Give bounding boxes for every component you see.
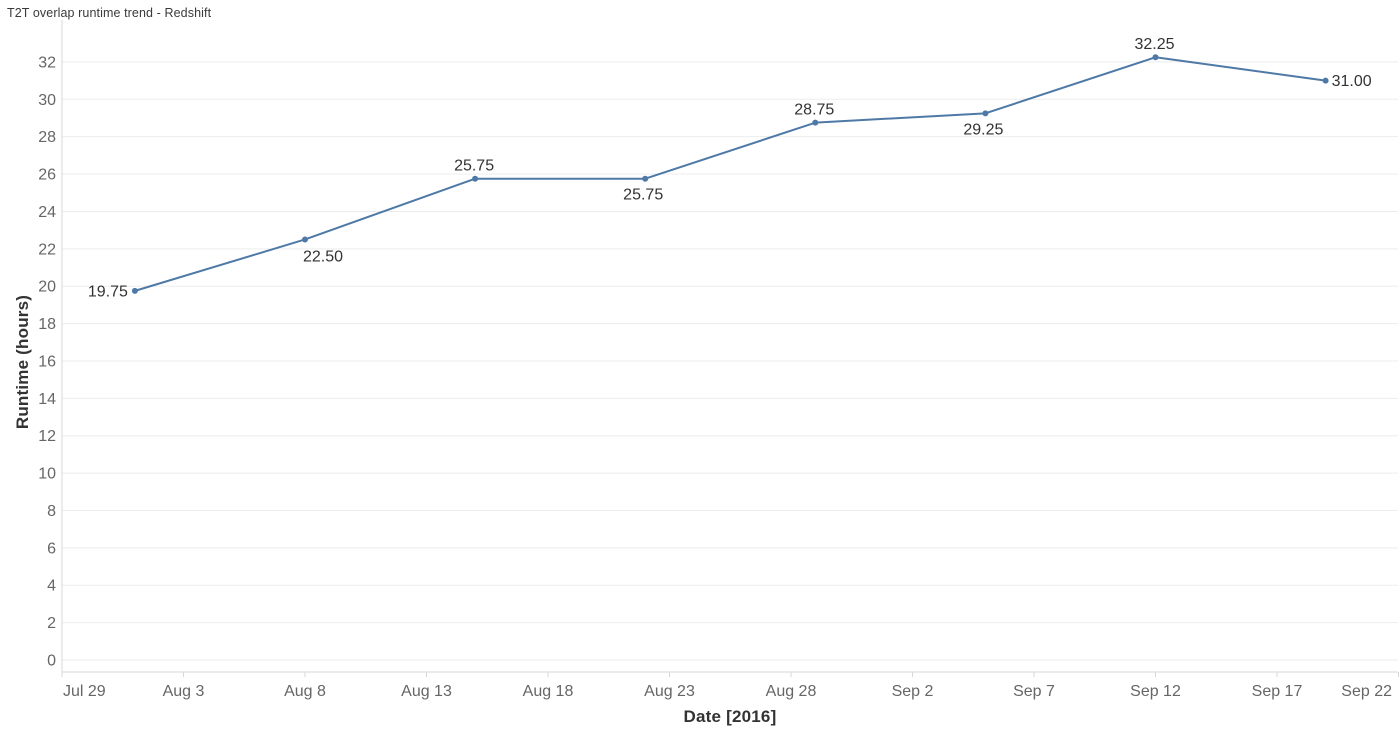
x-tick-label: Sep 12 <box>1130 683 1181 700</box>
x-tick-label: Sep 7 <box>1013 683 1055 700</box>
x-tick-label: Aug 13 <box>401 683 452 700</box>
y-tick-label: 30 <box>38 92 56 109</box>
y-tick-label: 10 <box>38 466 56 483</box>
data-point-marker[interactable] <box>812 119 819 126</box>
data-point-label: 19.75 <box>88 283 128 300</box>
data-point-label: 22.50 <box>303 248 343 265</box>
y-tick-label: 2 <box>47 615 56 632</box>
x-tick-label: Aug 3 <box>163 683 205 700</box>
trend-line <box>133 56 1327 292</box>
x-tick-label: Aug 8 <box>284 683 326 700</box>
y-tick-label: 20 <box>38 279 56 296</box>
y-tick-label: 0 <box>47 653 56 670</box>
data-point-label: 28.75 <box>794 102 834 119</box>
y-tick-label: 26 <box>38 167 56 184</box>
data-point-label: 29.25 <box>963 121 1003 138</box>
x-tick-label: Aug 28 <box>766 683 817 700</box>
x-tick-label: Jul 29 <box>63 683 106 700</box>
data-point-label: 25.75 <box>454 158 494 175</box>
y-tick-label: 6 <box>47 540 56 557</box>
data-point-marker[interactable] <box>472 175 479 182</box>
x-tick-label: Sep 2 <box>892 683 934 700</box>
y-tick-label: 16 <box>38 353 56 370</box>
y-tick-label: 22 <box>38 241 56 258</box>
y-tick-label: 14 <box>38 391 56 408</box>
data-point-marker[interactable] <box>1152 54 1159 61</box>
y-tick-label: 18 <box>38 316 56 333</box>
x-tick-label: Sep 22 <box>1341 683 1392 700</box>
chart-title: T2T overlap runtime trend - Redshift <box>7 6 212 20</box>
data-point-marker[interactable] <box>131 287 138 294</box>
y-tick-label: 32 <box>38 54 56 71</box>
x-tick-label: Aug 18 <box>523 683 574 700</box>
data-point-label: 25.75 <box>623 187 663 204</box>
data-point-marker[interactable] <box>302 236 308 243</box>
y-tick-label: 28 <box>38 129 56 146</box>
x-tick-label: Sep 17 <box>1252 683 1303 700</box>
data-point-marker[interactable] <box>1322 77 1329 84</box>
y-tick-label: 24 <box>38 204 56 221</box>
data-point-marker[interactable] <box>642 175 649 182</box>
data-point-marker[interactable] <box>982 110 989 117</box>
data-point-label: 32.25 <box>1134 36 1174 53</box>
y-tick-label: 8 <box>47 503 56 520</box>
y-tick-label: 12 <box>38 428 56 445</box>
data-point-label: 31.00 <box>1332 73 1372 90</box>
x-axis-title: Date [2016] <box>683 707 777 726</box>
y-tick-label: 4 <box>47 578 56 595</box>
x-tick-label: Aug 23 <box>644 683 695 700</box>
